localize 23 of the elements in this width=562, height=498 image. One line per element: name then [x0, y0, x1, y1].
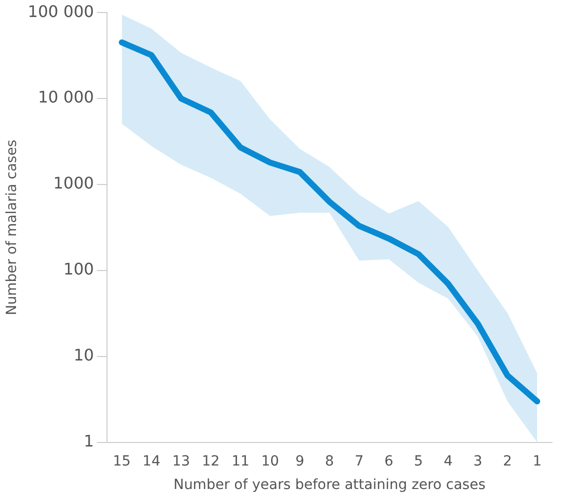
x-tick-label: 10 — [261, 453, 280, 470]
x-tick-label: 6 — [384, 453, 394, 470]
x-axis-title: Number of years before attaining zero cases — [173, 477, 486, 494]
x-tick-label: 8 — [325, 453, 334, 470]
y-tick-label: 10 000 — [38, 88, 94, 107]
x-tick-label: 3 — [473, 453, 482, 470]
y-tick-label: 100 — [63, 260, 94, 279]
x-tick-label: 15 — [112, 453, 131, 470]
x-tick-label: 2 — [503, 453, 512, 470]
x-tick-label: 13 — [172, 453, 190, 470]
y-tick-label: 100 000 — [28, 2, 94, 21]
x-tick-label: 4 — [444, 453, 453, 470]
x-tick-label: 11 — [232, 453, 250, 470]
y-tick-label: 10 — [74, 346, 94, 365]
x-tick-label: 5 — [414, 453, 423, 470]
x-tick-label: 7 — [354, 453, 364, 470]
x-tick-label: 14 — [142, 453, 160, 470]
x-tick-label: 9 — [295, 453, 304, 470]
y-tick-label: 1 — [84, 432, 94, 451]
y-tick-label: 1000 — [53, 174, 94, 193]
x-tick-label: 12 — [202, 453, 220, 470]
x-tick-label: 1 — [532, 453, 542, 470]
y-axis-title: Number of malaria cases — [4, 140, 20, 316]
